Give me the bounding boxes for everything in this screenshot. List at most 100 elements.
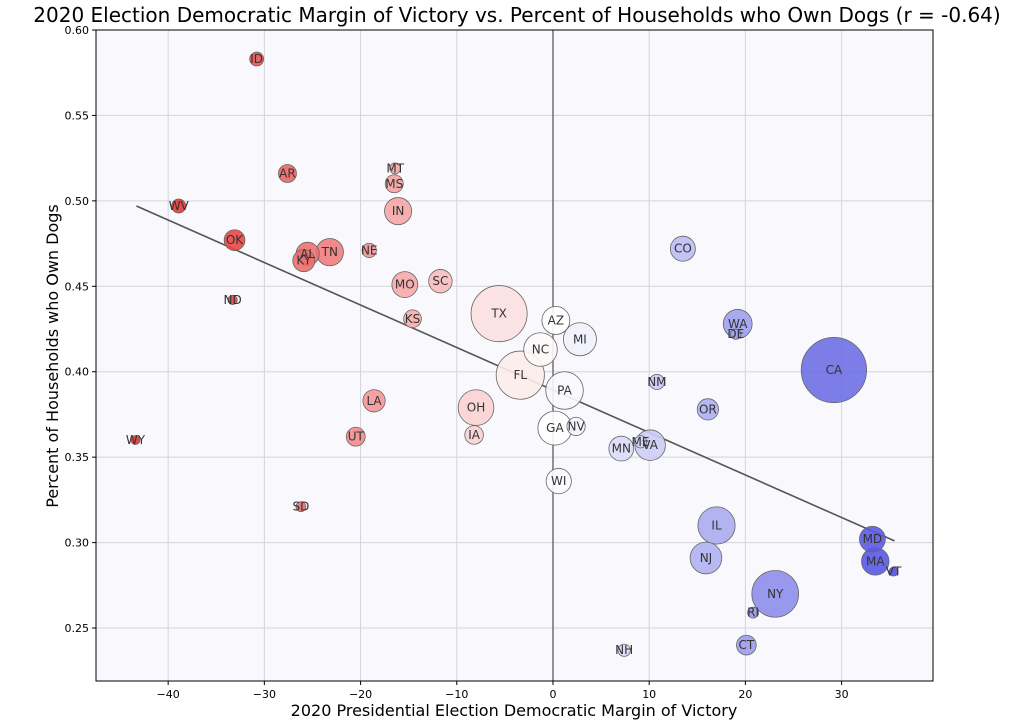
point-sc <box>428 269 453 294</box>
point-il <box>697 506 736 545</box>
point-ia <box>464 425 484 445</box>
point-label-nj: NJ <box>700 551 713 565</box>
point-ms <box>384 174 404 194</box>
y-tick-label: 0.60 <box>65 24 90 37</box>
point-label-ok: OK <box>226 233 244 247</box>
point-label-oh: OH <box>467 401 485 415</box>
point-label-ky: KY <box>296 254 311 268</box>
point-label-nv: NV <box>567 419 585 433</box>
point-label-fl: FL <box>513 368 527 382</box>
point-label-co: CO <box>674 242 692 256</box>
point-label-tx: TX <box>490 307 507 321</box>
point-label-ms: MS <box>385 177 403 191</box>
point-label-ga: GA <box>546 421 564 435</box>
point-tx <box>470 285 528 343</box>
point-ri <box>747 606 759 619</box>
point-label-az: AZ <box>548 313 564 327</box>
point-md <box>859 525 886 553</box>
point-vt <box>888 566 899 577</box>
point-me <box>633 435 648 449</box>
point-label-ia: IA <box>468 428 481 442</box>
point-pa <box>545 371 584 410</box>
point-label-ny: NY <box>767 587 784 601</box>
point-label-md: MD <box>863 532 883 546</box>
point-mt <box>389 162 402 175</box>
point-label-vt: VT <box>886 565 902 579</box>
point-label-ri: RI <box>747 606 759 620</box>
point-label-nm: NM <box>647 375 666 389</box>
point-label-wy: WY <box>126 433 146 447</box>
y-axis-ticks: 0.25 0.30 0.35 0.40 0.45 0.50 0.55 0.60 <box>65 24 96 635</box>
point-label-wi: WI <box>551 474 566 488</box>
point-label-il: IL <box>711 519 722 533</box>
point-mo <box>391 271 419 298</box>
point-label-mo: MO <box>395 278 415 292</box>
y-tick-label: 0.45 <box>65 280 90 293</box>
point-label-sd: SD <box>292 500 309 514</box>
y-tick-label: 0.30 <box>65 537 90 550</box>
x-tick-label: 0 <box>549 688 556 701</box>
point-nj <box>689 541 723 575</box>
points-group <box>130 51 899 657</box>
y-tick-label: 0.40 <box>65 366 90 379</box>
point-nm <box>648 374 665 390</box>
x-tick-label: −40 <box>157 688 180 701</box>
y-tick-label: 0.50 <box>65 195 90 208</box>
point-az <box>541 306 571 335</box>
point-wi <box>545 468 572 495</box>
point-label-tn: TN <box>321 245 338 259</box>
point-label-ne: NE <box>361 243 378 257</box>
point-label-id: ID <box>250 52 263 66</box>
point-label-wa: WA <box>728 317 748 331</box>
point-mi <box>562 322 597 357</box>
point-id <box>249 51 265 67</box>
x-tick-label: 30 <box>835 688 849 701</box>
x-axis-label: 2020 Presidential Election Democratic Ma… <box>291 701 738 720</box>
point-co <box>669 235 696 262</box>
y-tick-label: 0.35 <box>65 451 90 464</box>
point-nh <box>617 643 631 657</box>
point-label-wv: WV <box>169 199 190 213</box>
point-label-la: LA <box>366 394 382 408</box>
y-tick-label: 0.25 <box>65 622 90 635</box>
point-label-de: DE <box>727 327 744 341</box>
point-ut <box>345 426 366 447</box>
point-in <box>384 197 413 226</box>
point-label-ar: AR <box>279 167 296 181</box>
point-or <box>696 398 719 421</box>
point-label-in: IN <box>392 204 405 218</box>
point-label-ma: MA <box>866 554 885 568</box>
point-de <box>730 328 742 340</box>
point-ne <box>361 242 377 258</box>
point-label-mt: MT <box>386 161 404 175</box>
chart-title: 2020 Election Democratic Margin of Victo… <box>33 3 1000 27</box>
point-label-va: VA <box>642 438 658 452</box>
y-tick-label: 0.55 <box>65 109 90 122</box>
point-label-al: AL <box>300 247 315 261</box>
point-ar <box>278 164 297 183</box>
point-ks <box>403 309 422 329</box>
point-label-ct: CT <box>738 638 754 652</box>
point-ky <box>292 249 316 273</box>
point-label-ut: UT <box>348 430 365 444</box>
point-la <box>362 389 386 413</box>
plot-frame <box>95 29 934 682</box>
point-ca <box>800 336 867 404</box>
point-mn <box>608 435 635 462</box>
point-ct <box>736 634 757 656</box>
x-tick-label: −20 <box>349 688 372 701</box>
point-label-nh: NH <box>615 643 633 657</box>
x-tick-label: −10 <box>445 688 468 701</box>
point-nc <box>523 332 558 367</box>
point-label-nd: ND <box>224 293 242 307</box>
point-label-pa: PA <box>557 384 572 398</box>
point-label-mi: MI <box>573 332 587 346</box>
point-ny <box>751 570 799 618</box>
state-labels-group: ID MT AR MS WV IN OK AL TN NE KY SC MO ND KS TX AZ CO WADE… <box>126 52 902 657</box>
point-ok <box>223 229 246 251</box>
point-label-or: OR <box>699 402 717 416</box>
grid-lines <box>96 29 933 681</box>
point-label-sc: SC <box>432 274 448 288</box>
point-wy <box>130 435 141 445</box>
point-label-mn: MN <box>612 442 631 456</box>
